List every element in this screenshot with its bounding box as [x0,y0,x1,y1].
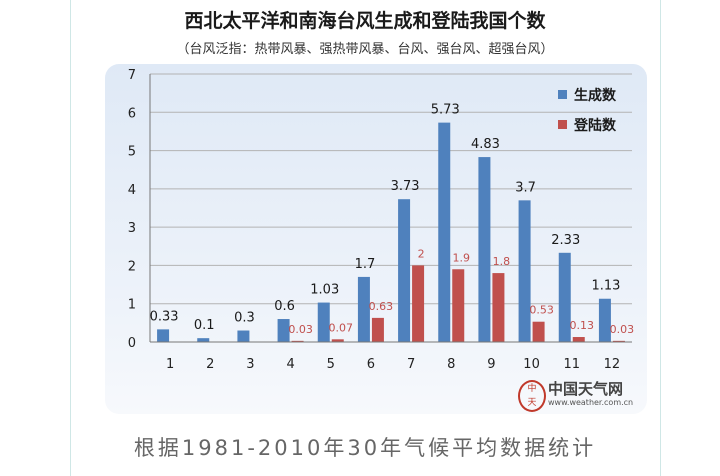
bar-formed [317,302,330,342]
x-tick-label: 10 [523,357,540,372]
x-tick-label: 6 [367,357,375,372]
y-tick-label: 6 [128,106,136,121]
y-tick-label: 0 [128,336,136,351]
y-tick-label: 5 [128,145,136,160]
bar-landfall [331,339,344,342]
data-label: 0.6 [274,299,295,314]
bar-formed [357,276,370,342]
y-tick-label: 3 [128,221,136,236]
y-tick-label: 2 [128,259,136,274]
bar-landfall [452,269,465,342]
data-label: 0.07 [329,321,354,334]
bar-landfall [492,273,505,342]
data-label: 2.33 [551,233,580,248]
chart-title: 西北太平洋和南海台风生成和登陆我国个数 [184,10,546,32]
data-label: 0.1 [194,318,215,333]
bar-formed [157,329,170,342]
x-tick-label: 5 [327,357,335,372]
bar-formed [518,200,531,342]
bar-landfall [291,340,304,342]
left-rule [70,0,71,476]
bar-formed [598,298,611,342]
bar-formed [237,330,250,342]
caption: 根据1981-2010年30年气候平均数据统计 [133,436,597,460]
legend-swatch [558,120,567,129]
chart-subtitle: （台风泛指：热带风暴、强热带风暴、台风、强台风、超强台风） [176,42,554,57]
bar-landfall [371,317,384,342]
bar-landfall [572,337,585,342]
data-label: 1.03 [310,283,339,298]
logo-text: 中国天气网 [548,380,624,398]
x-tick-label: 8 [447,357,455,372]
x-tick-label: 7 [407,357,415,372]
data-label: 5.73 [431,103,460,118]
bar-landfall [412,265,425,342]
x-tick-label: 12 [604,357,621,372]
plot-panel [105,64,647,414]
weather-logo: 中天 中国天气网 www.weather.com.cn [518,378,648,412]
seal-icon: 中天 [518,380,546,412]
right-rule [660,0,661,476]
data-label: 3.7 [515,180,536,195]
y-tick-label: 4 [128,183,136,198]
data-label: 0.63 [369,300,394,313]
bar-formed [558,252,571,342]
logo-url: www.weather.com.cn [548,398,634,407]
x-tick-label: 1 [166,357,174,372]
bar-formed [197,338,210,342]
data-label: 0.33 [150,309,179,324]
x-tick-label: 9 [487,357,495,372]
data-label: 0.13 [570,319,595,332]
data-label: 1.9 [453,251,471,264]
bar-landfall [612,340,625,342]
data-label: 0.03 [288,323,313,336]
data-label: 0.03 [610,323,635,336]
bar-formed [438,122,451,342]
data-label: 1.13 [591,279,620,294]
data-label: 2 [418,247,425,260]
bar-landfall [532,321,545,342]
data-label: 1.7 [355,257,376,272]
bar-formed [398,199,411,342]
data-label: 0.3 [234,311,255,326]
x-tick-label: 2 [206,357,214,372]
y-tick-label: 1 [128,298,136,313]
bar-formed [277,319,290,342]
legend-label: 登陆数 [573,117,617,134]
data-label: 0.53 [529,304,554,317]
x-tick-label: 11 [563,357,580,372]
legend-swatch [558,90,567,99]
data-label: 3.73 [391,179,420,194]
bar-formed [478,157,491,342]
data-label: 4.83 [471,137,500,152]
data-label: 1.8 [493,255,511,268]
y-tick-label: 7 [128,68,136,83]
x-tick-label: 3 [246,357,254,372]
x-tick-label: 4 [286,357,294,372]
legend-label: 生成数 [574,87,617,104]
